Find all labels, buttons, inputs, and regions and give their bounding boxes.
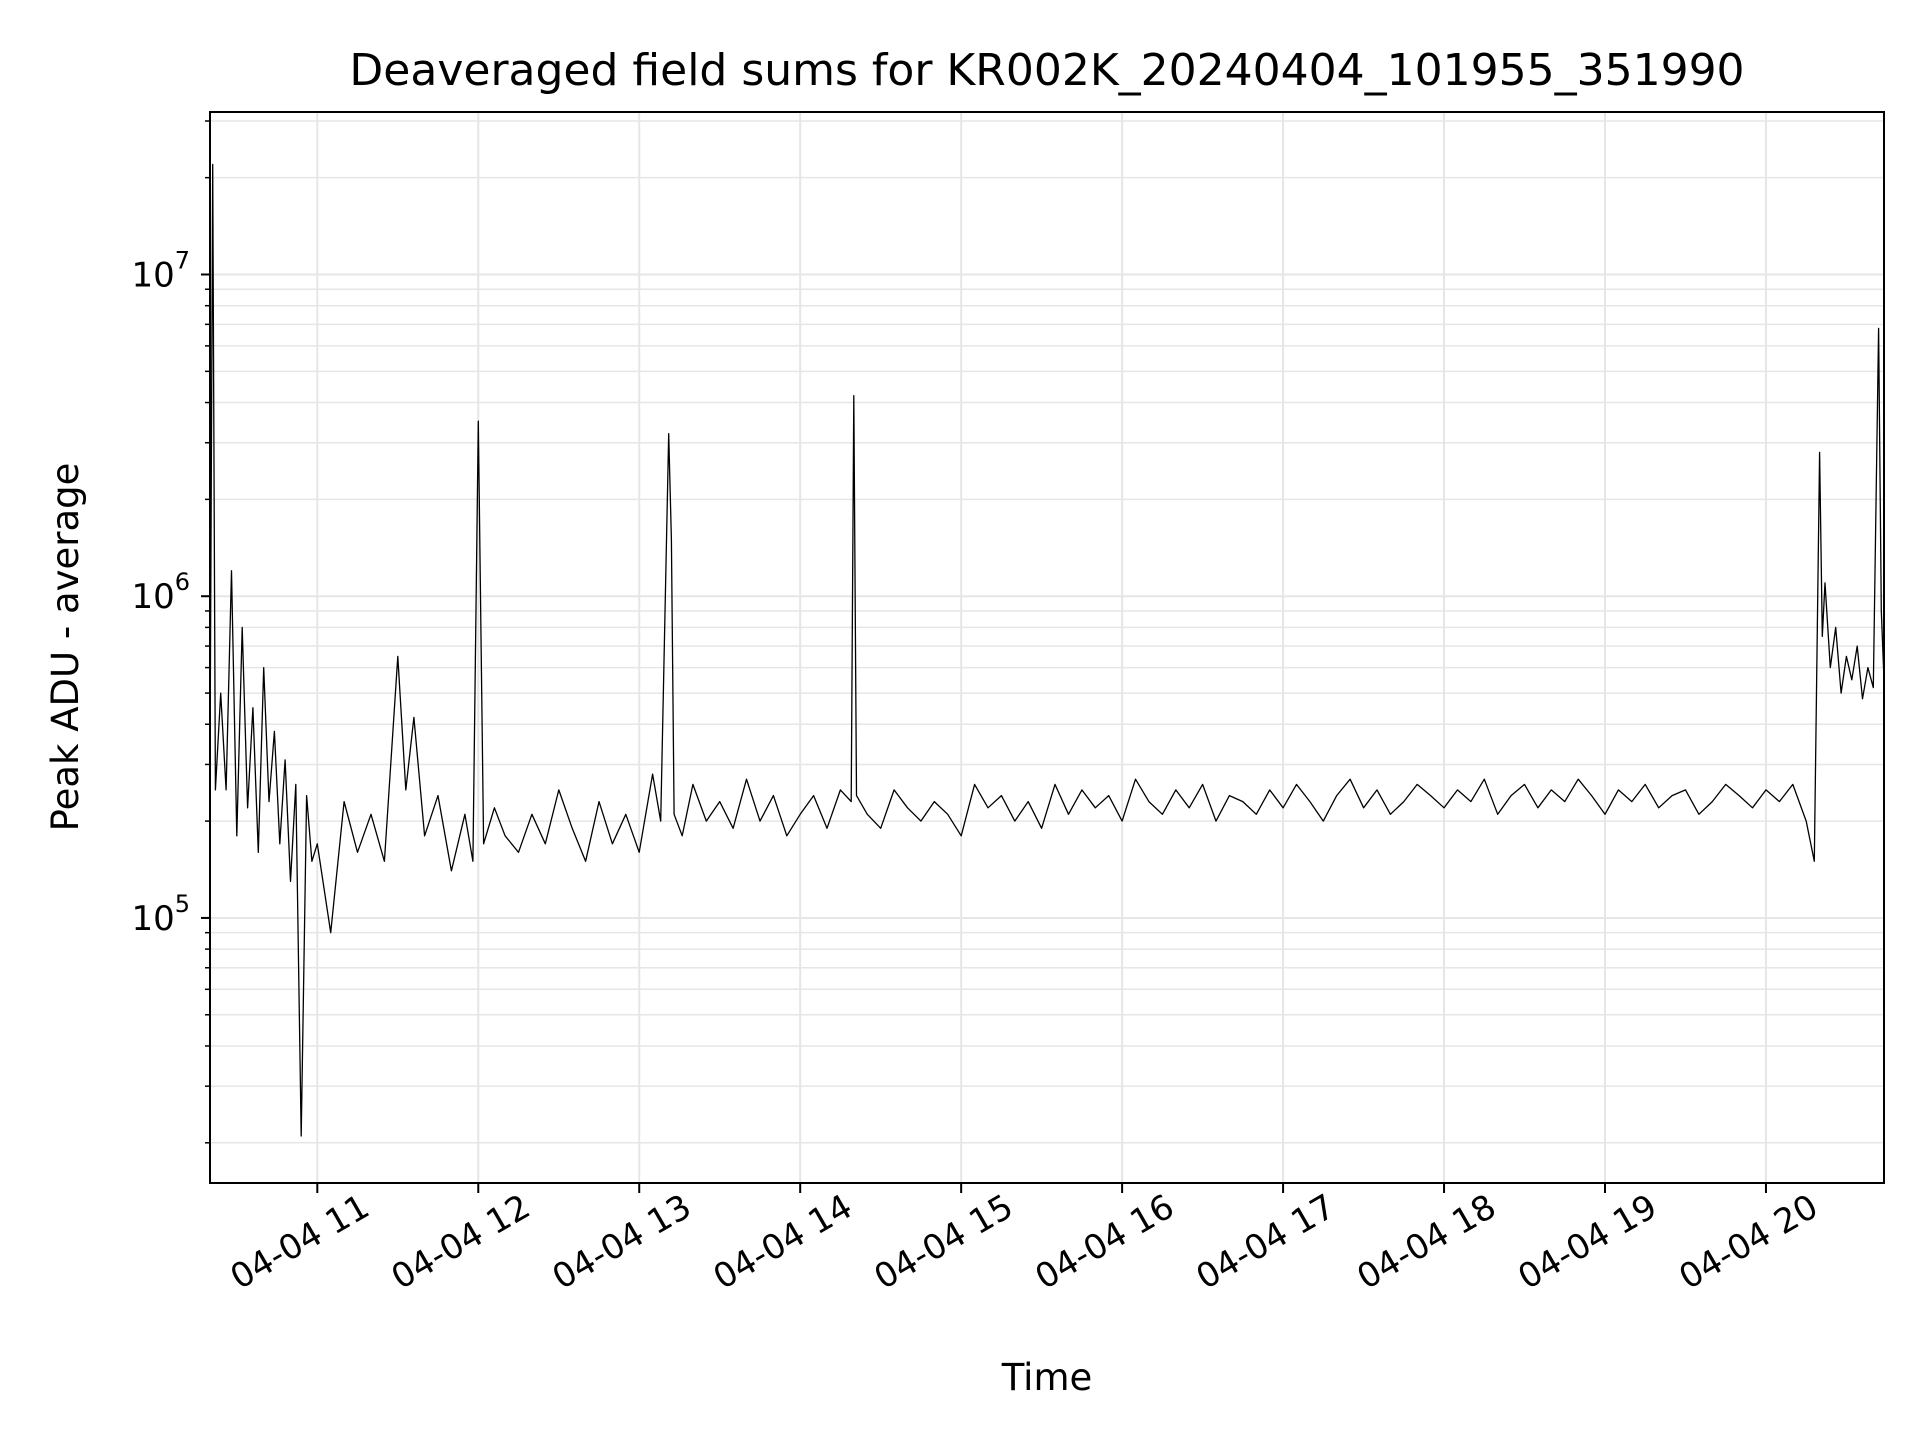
x-tick-label: 04-04 13 bbox=[546, 1187, 698, 1298]
x-tick-label: 04-04 16 bbox=[1029, 1187, 1181, 1298]
series-line bbox=[209, 163, 1885, 1137]
x-tick-label: 04-04 20 bbox=[1672, 1187, 1824, 1298]
y-tick-label: 105 bbox=[131, 890, 190, 939]
plot-frame bbox=[209, 111, 1885, 1184]
x-tick-label: 04-04 15 bbox=[868, 1187, 1020, 1298]
y-tick-label: 107 bbox=[131, 247, 190, 296]
x-tick-label: 04-04 18 bbox=[1351, 1187, 1503, 1298]
x-tick-label: 04-04 14 bbox=[707, 1187, 859, 1298]
y-axis-label: Peak ADU - average bbox=[44, 463, 87, 832]
x-tick-label: 04-04 17 bbox=[1190, 1187, 1342, 1298]
x-tick-label: 04-04 19 bbox=[1512, 1187, 1664, 1298]
y-axis: 105 106 107 bbox=[131, 120, 210, 1144]
grid-major bbox=[210, 112, 1884, 1183]
x-tick-label: 04-04 11 bbox=[224, 1187, 376, 1298]
chart-title: Deaveraged field sums for KR002K_2024040… bbox=[349, 45, 1744, 96]
x-axis-label: Time bbox=[1001, 1356, 1093, 1399]
x-tick-label: 04-04 12 bbox=[385, 1187, 537, 1298]
y-tick-label: 106 bbox=[131, 568, 190, 617]
x-axis: 04-04 11 04-04 12 04-04 13 04-04 14 04-04 15… bbox=[224, 1183, 1825, 1298]
